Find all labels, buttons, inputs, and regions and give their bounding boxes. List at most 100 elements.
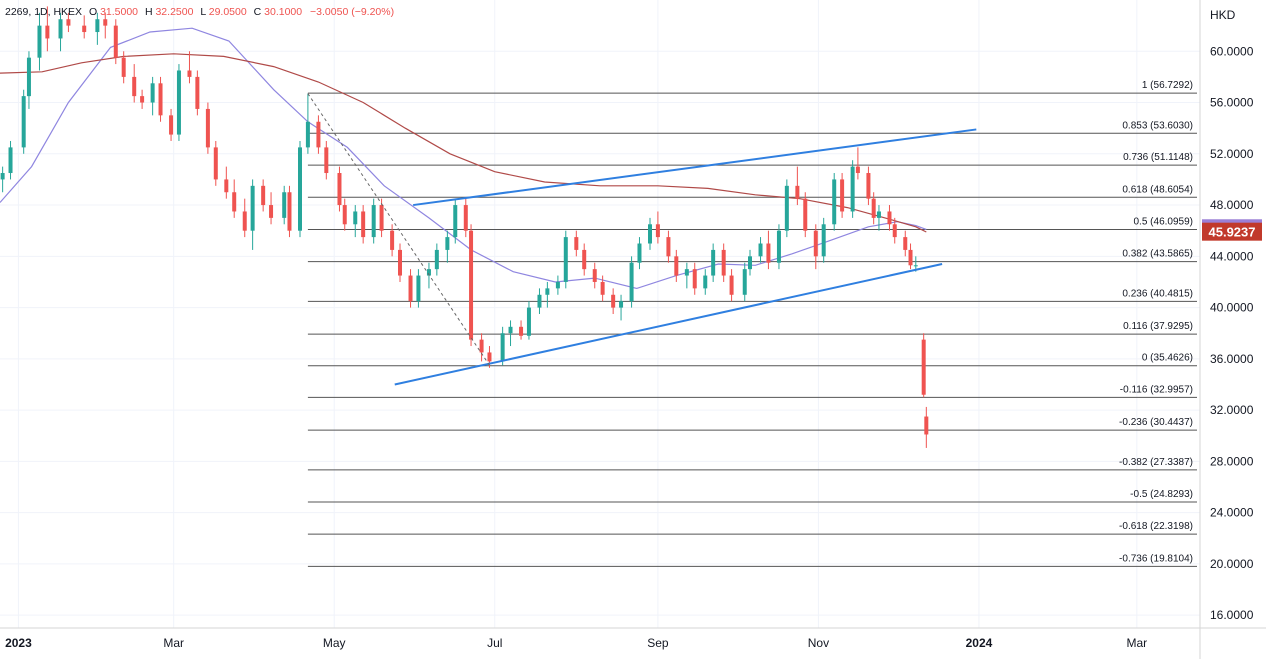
candle-body	[545, 288, 550, 295]
candle-body	[803, 198, 808, 231]
candle-body	[316, 121, 321, 148]
close-value: 30.1000	[264, 6, 302, 18]
candlesticks	[0, 6, 929, 448]
candle-body	[871, 198, 876, 218]
candle-body	[176, 70, 181, 135]
candle-body	[813, 230, 818, 257]
candle-body	[908, 249, 913, 266]
chart-grid	[0, 0, 1200, 628]
high-label: H	[145, 6, 153, 18]
candle-body	[453, 205, 458, 238]
fib-trend-line[interactable]	[307, 93, 490, 366]
low-label: L	[200, 6, 206, 18]
candle-body	[758, 243, 763, 257]
price-badge	[1202, 222, 1262, 241]
candle-body	[132, 76, 137, 97]
candle-body	[242, 211, 247, 231]
candle-body	[537, 294, 542, 308]
candle-body	[150, 83, 155, 103]
fib-level-label: 0.382 (43.5865)	[1122, 249, 1193, 260]
close-label: C	[254, 6, 262, 18]
fib-retracement[interactable]: 1 (56.7292) 0.853 (53.6030) 0.736 (51.1148…	[307, 80, 1197, 567]
channel-trendline[interactable]	[413, 128, 977, 207]
candle-body	[795, 185, 800, 199]
candle-body	[305, 121, 310, 148]
candle-body	[711, 249, 716, 276]
channel-trendline[interactable]	[394, 263, 943, 386]
candle-body	[629, 262, 634, 302]
fib-level-label: -0.5 (24.8293)	[1130, 489, 1193, 500]
time-axis[interactable]: 2023 Mar May Jul Sep Nov 2024 Mar	[5, 636, 1147, 650]
price-tick-label: 44.0000	[1210, 249, 1254, 263]
candle-body	[582, 249, 587, 270]
fib-level-label: -0.618 (22.3198)	[1119, 521, 1193, 532]
candle-body	[398, 249, 402, 276]
ohlc-legend: 2269, 1D, HKEX O 31.5000 H 32.2500 L 29.…	[5, 6, 394, 18]
candle-body	[282, 192, 287, 218]
candle-body	[390, 230, 395, 250]
candle-body	[463, 205, 468, 231]
candle-body	[832, 179, 837, 225]
currency-label: HKD	[1210, 8, 1236, 22]
candle-body	[526, 307, 531, 336]
time-tick-label: Mar	[1127, 636, 1148, 650]
candle-body	[784, 185, 789, 231]
price-tick-label: 52.0000	[1210, 147, 1254, 161]
fib-level-label: -0.382 (27.3387)	[1119, 457, 1193, 468]
fib-level-label: 1 (56.7292)	[1142, 80, 1193, 91]
candle-body	[250, 185, 255, 231]
fib-level-label: 0.236 (40.4815)	[1122, 288, 1193, 299]
open-value: 31.5000	[100, 6, 138, 18]
candle-body	[721, 249, 726, 276]
price-badge-label: 45.9237	[1209, 225, 1256, 240]
candle-body	[508, 326, 513, 334]
high-value: 32.2500	[155, 6, 193, 18]
candle-body	[840, 179, 845, 212]
candle-body	[924, 416, 929, 435]
candle-body	[0, 173, 5, 180]
time-tick-label: 2023	[5, 636, 32, 650]
candle-body	[21, 96, 26, 148]
candle-body	[600, 281, 605, 295]
fib-level-label: -0.736 (19.8104)	[1119, 553, 1193, 564]
candle-body	[45, 25, 50, 39]
candle-body	[850, 166, 855, 212]
fib-level-label: 0.116 (37.9295)	[1123, 321, 1193, 332]
low-value: 29.0500	[209, 6, 247, 18]
candle-body	[82, 25, 87, 33]
candle-body	[674, 256, 679, 276]
fib-level-label: 0.618 (48.6054)	[1122, 184, 1193, 195]
candle-body	[140, 96, 145, 103]
candle-body	[205, 108, 210, 148]
time-tick-label: Nov	[808, 636, 829, 650]
price-tick-label: 56.0000	[1210, 96, 1254, 110]
time-tick-label: 2024	[966, 636, 993, 650]
candle-body	[921, 339, 926, 395]
candle-body	[479, 339, 484, 353]
candle-body	[892, 224, 897, 238]
candle-body	[8, 147, 13, 174]
price-tick-label: 36.0000	[1210, 352, 1254, 366]
candle-body	[379, 205, 384, 231]
candle-body	[261, 185, 266, 206]
price-tick-label: 28.0000	[1210, 454, 1254, 468]
candle-body	[361, 211, 366, 238]
candle-body	[692, 269, 697, 289]
candle-body	[821, 224, 826, 257]
slow-ma-line	[0, 53, 927, 233]
candle-body	[287, 192, 292, 231]
candle-body	[169, 115, 174, 135]
candle-body	[637, 243, 642, 263]
candle-body	[408, 275, 413, 302]
candle-body	[592, 269, 597, 282]
candle-body	[574, 237, 579, 250]
candle-body	[158, 83, 163, 116]
candle-body	[913, 265, 918, 267]
candle-body	[113, 25, 118, 58]
price-tick-label: 60.0000	[1210, 44, 1254, 58]
candle-body	[563, 237, 568, 282]
candle-body	[95, 19, 100, 33]
price-axis[interactable]: 16.0000 20.0000 24.0000 28.0000 32.0000 36.00…	[1210, 44, 1254, 622]
trendlines[interactable]	[307, 93, 977, 386]
